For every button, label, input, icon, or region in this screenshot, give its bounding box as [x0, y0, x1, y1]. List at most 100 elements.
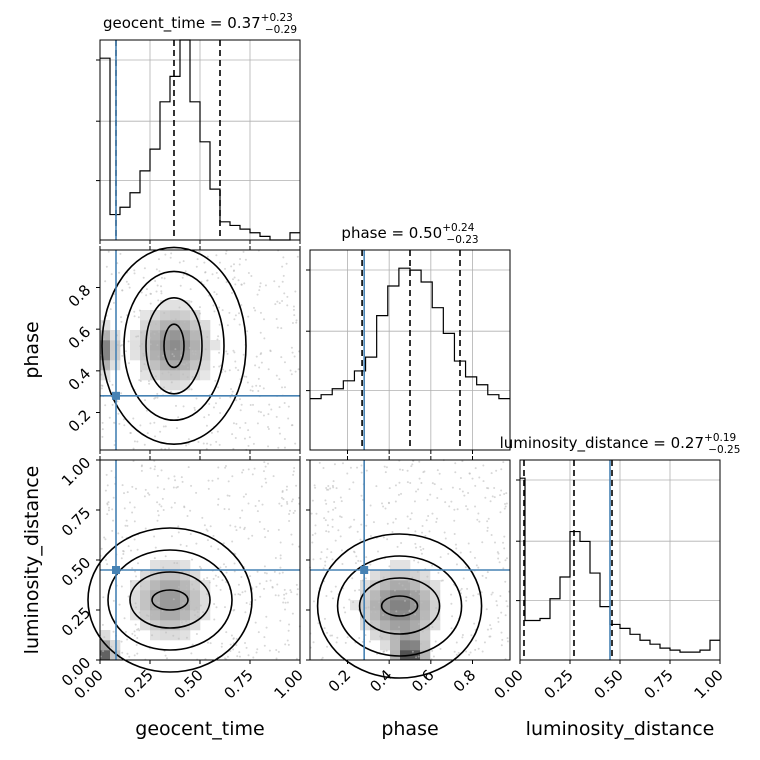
- scatter-point: [121, 484, 124, 487]
- density-cell: [180, 310, 191, 321]
- scatter-point: [286, 295, 289, 298]
- scatter-point: [326, 548, 329, 551]
- scatter-point: [189, 532, 192, 535]
- density-cell: [140, 360, 151, 371]
- scatter-point: [255, 585, 258, 588]
- scatter-point: [230, 634, 233, 637]
- scatter-point: [502, 541, 505, 544]
- scatter-point: [400, 541, 403, 544]
- scatter-point: [198, 565, 201, 568]
- scatter-point: [489, 500, 492, 503]
- scatter-point: [251, 385, 254, 388]
- contour-line: [316, 533, 483, 679]
- scatter-point: [213, 310, 216, 313]
- scatter-point: [183, 363, 186, 366]
- density-cell: [390, 560, 401, 571]
- scatter-point: [283, 438, 286, 441]
- scatter-point: [225, 281, 228, 284]
- scatter-point: [229, 396, 232, 399]
- density-cell: [380, 640, 391, 651]
- scatter-point: [213, 618, 216, 621]
- scatter-point: [167, 371, 170, 374]
- scatter-point: [257, 631, 260, 634]
- scatter-point: [120, 585, 123, 588]
- scatter-point: [185, 545, 188, 548]
- scatter-point: [404, 588, 407, 591]
- scatter-point: [329, 487, 332, 490]
- density-cell: [160, 320, 171, 331]
- scatter-point: [153, 397, 156, 400]
- density-cell: [390, 580, 401, 591]
- density-cell: [430, 610, 441, 621]
- scatter-point: [339, 515, 342, 518]
- scatter-point: [276, 326, 279, 329]
- density-cell: [360, 580, 371, 591]
- scatter-point: [215, 293, 218, 296]
- scatter-point: [278, 302, 281, 305]
- scatter-point: [226, 655, 229, 658]
- density-cell: [400, 600, 411, 611]
- scatter-point: [278, 378, 281, 381]
- scatter-point: [447, 552, 450, 555]
- scatter-point: [339, 535, 342, 538]
- scatter-point: [248, 436, 251, 439]
- scatter-point: [499, 511, 502, 514]
- scatter-point: [228, 494, 231, 497]
- scatter-point: [270, 408, 273, 411]
- scatter-point: [323, 617, 326, 620]
- density-cell: [180, 320, 191, 331]
- scatter-point: [278, 502, 281, 505]
- scatter-point: [160, 469, 163, 472]
- scatter-point: [416, 571, 419, 574]
- density-cell: [360, 590, 371, 601]
- scatter-point: [131, 632, 134, 635]
- scatter-point: [169, 256, 172, 259]
- scatter-point: [295, 321, 298, 324]
- scatter-point: [234, 553, 237, 556]
- scatter-point: [193, 319, 196, 322]
- scatter-point: [237, 369, 240, 372]
- scatter-point: [283, 597, 286, 600]
- scatter-point: [195, 491, 198, 494]
- scatter-point: [482, 464, 485, 467]
- scatter-point: [326, 524, 329, 527]
- scatter-point: [160, 290, 163, 293]
- scatter-point: [450, 602, 453, 605]
- scatter-point: [156, 509, 159, 512]
- scatter-point: [257, 377, 260, 380]
- density-cell: [140, 570, 151, 581]
- scatter-point: [234, 360, 237, 363]
- density-cell: [380, 630, 391, 641]
- scatter-point: [494, 541, 497, 544]
- scatter-point: [277, 446, 280, 449]
- scatter-point: [280, 327, 283, 330]
- contour-line: [129, 571, 211, 629]
- scatter-point: [199, 312, 202, 315]
- scatter-point: [503, 493, 506, 496]
- scatter-point: [160, 292, 163, 295]
- scatter-point: [486, 529, 489, 532]
- scatter-point: [487, 487, 490, 490]
- scatter-point: [201, 516, 204, 519]
- scatter-point: [252, 306, 255, 309]
- scatter-point: [340, 549, 343, 552]
- scatter-point: [100, 387, 103, 390]
- scatter-point: [438, 472, 441, 475]
- scatter-point: [391, 530, 394, 533]
- scatter-point: [403, 599, 406, 602]
- scatter-point: [160, 285, 163, 288]
- scatter-point: [123, 492, 126, 495]
- density-cell: [190, 600, 201, 611]
- scatter-point: [327, 530, 330, 533]
- scatter-point: [251, 534, 254, 537]
- x-axis-label: phase: [381, 718, 438, 740]
- scatter-point: [120, 557, 123, 560]
- scatter-point: [290, 346, 293, 349]
- scatter-point: [255, 355, 258, 358]
- scatter-point: [161, 497, 164, 500]
- x-tick-label: 0.75: [640, 666, 676, 702]
- scatter-point: [121, 289, 124, 292]
- scatter-point: [217, 335, 220, 338]
- scatter-point: [451, 615, 454, 618]
- scatter-point: [149, 467, 152, 470]
